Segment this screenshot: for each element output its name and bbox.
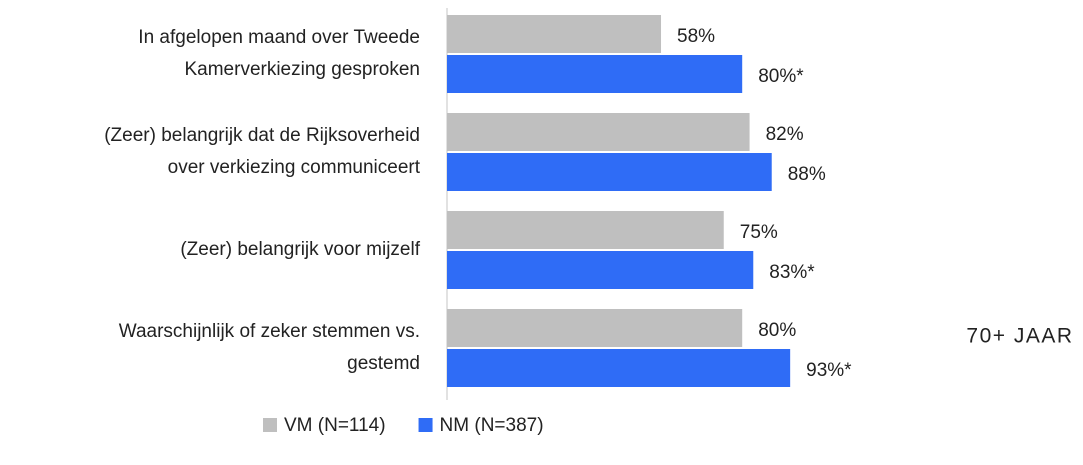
value-label: 93%* <box>806 360 852 381</box>
bar <box>447 55 743 93</box>
category-label: Waarschijnlijk of zeker stemmen vs. gest… <box>118 321 420 374</box>
bar <box>447 15 662 53</box>
bar <box>447 349 791 387</box>
bar <box>447 153 772 191</box>
annotation: 70+ JAAR <box>966 325 1073 348</box>
bar <box>447 251 754 289</box>
category-label: In afgelopen maand over Tweede Kamerverk… <box>138 27 420 80</box>
value-label: 82% <box>766 124 804 145</box>
legend-label: NM (N=387) <box>440 415 544 436</box>
value-label: 80% <box>758 320 796 341</box>
value-label: 58% <box>677 26 715 47</box>
legend-swatch <box>418 418 433 432</box>
category-label: (Zeer) belangrijk dat de Rijksoverheid o… <box>104 125 420 178</box>
bar <box>447 309 743 347</box>
value-label: 80%* <box>758 66 804 87</box>
legend-label: VM (N=114) <box>284 415 386 436</box>
legend-swatch <box>263 418 277 432</box>
category-label: (Zeer) belangrijk voor mijzelf <box>180 239 420 260</box>
value-label: 88% <box>788 164 826 185</box>
bar <box>447 113 750 151</box>
bar <box>447 211 724 249</box>
value-label: 75% <box>740 222 778 243</box>
value-label: 83%* <box>769 262 815 283</box>
